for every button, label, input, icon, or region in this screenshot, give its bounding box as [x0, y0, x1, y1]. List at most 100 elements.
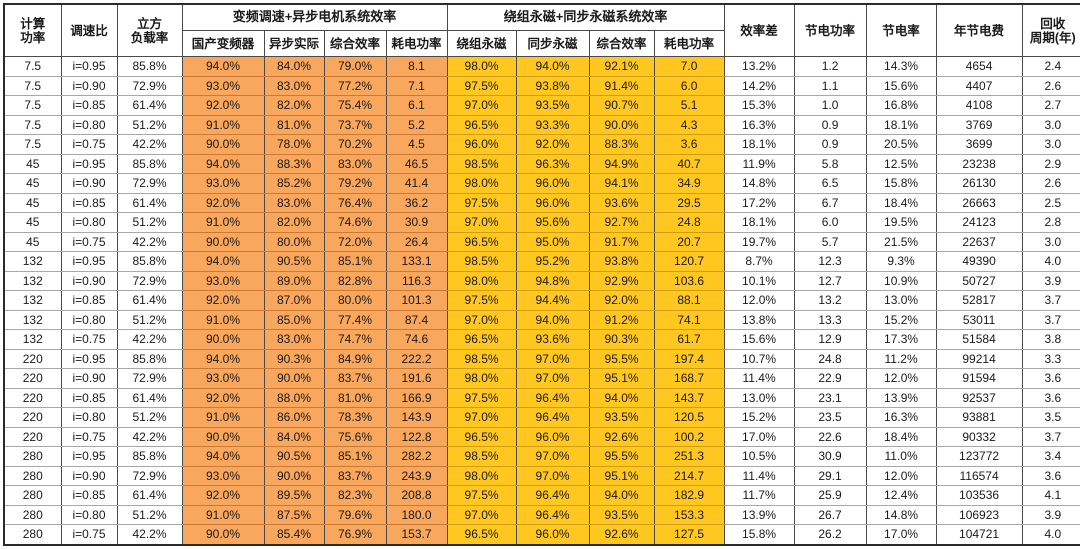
cell-combined-eff-pm: 92.6% [588, 524, 655, 545]
cell-power-consumption-vfd: 87.4 [385, 309, 448, 330]
cell-calc-power: 132 [3, 251, 62, 272]
cell-power-saving: 12.9 [793, 329, 867, 350]
cell-efficiency-diff: 8.7% [723, 251, 795, 272]
cell-speed-ratio: i=0.95 [60, 153, 118, 174]
cell-async-actual: 90.0% [263, 368, 325, 389]
cell-saving-rate: 9.3% [865, 251, 937, 272]
cell-saving-rate: 17.3% [865, 329, 937, 350]
cell-payback-period: 2.6 [1021, 173, 1080, 194]
cell-saving-rate: 16.3% [865, 407, 937, 428]
cell-wound-pm: 97.0% [446, 95, 517, 116]
cell-cubic-load-rate: 61.4% [116, 387, 183, 408]
cell-power-saving: 13.2 [793, 290, 867, 311]
cell-cubic-load-rate: 51.2% [116, 114, 183, 135]
cell-async-actual: 88.3% [263, 153, 325, 174]
cell-payback-period: 2.4 [1021, 56, 1080, 77]
cell-power-saving: 1.0 [793, 95, 867, 116]
cell-annual-saving: 99214 [935, 348, 1023, 369]
cell-async-actual: 89.0% [263, 270, 325, 291]
cell-annual-saving: 23238 [935, 153, 1023, 174]
cell-power-consumption-vfd: 166.9 [385, 387, 448, 408]
cell-speed-ratio: i=0.85 [60, 95, 118, 116]
cell-annual-saving: 24123 [935, 212, 1023, 233]
header-cubic-load-rate: 立方 负载率 [116, 3, 183, 57]
cell-wound-pm: 98.0% [446, 173, 517, 194]
cell-power-consumption-pm: 251.3 [653, 446, 725, 467]
cell-async-actual: 78.0% [263, 134, 325, 155]
cell-domestic-vfd: 90.0% [181, 134, 265, 155]
cell-power-consumption-vfd: 74.6 [385, 329, 448, 350]
header-speed-ratio: 调速比 [60, 3, 118, 57]
cell-domestic-vfd: 93.0% [181, 270, 265, 291]
header-combined-eff-pm: 综合效率 [588, 30, 655, 57]
cell-efficiency-diff: 10.1% [723, 270, 795, 291]
table-row: 280 i=0.75 42.2% 90.0% 85.4% 76.9% 153.7 96.5% 9… [3, 524, 1080, 545]
cell-efficiency-diff: 17.2% [723, 192, 795, 213]
header-group-wound-sync-pm-system: 绕组永磁+同步永磁系统效率 [446, 3, 725, 31]
cell-async-actual: 87.5% [263, 504, 325, 525]
cell-power-consumption-vfd: 6.1 [385, 95, 448, 116]
table-row: 132 i=0.80 51.2% 91.0% 85.0% 77.4% 87.4 97.0% 94… [3, 309, 1080, 330]
cell-wound-pm: 98.0% [446, 56, 517, 77]
cell-cubic-load-rate: 61.4% [116, 95, 183, 116]
cell-power-consumption-pm: 197.4 [653, 348, 725, 369]
cell-calc-power: 45 [3, 212, 62, 233]
cell-async-actual: 84.0% [263, 426, 325, 447]
cell-power-consumption-vfd: 30.9 [385, 212, 448, 233]
cell-wound-pm: 98.0% [446, 368, 517, 389]
cell-wound-pm: 98.5% [446, 153, 517, 174]
cell-payback-period: 3.6 [1021, 368, 1080, 389]
cell-saving-rate: 14.8% [865, 504, 937, 525]
cell-annual-saving: 91594 [935, 368, 1023, 389]
cell-saving-rate: 18.1% [865, 114, 937, 135]
cell-wound-pm: 98.5% [446, 348, 517, 369]
cell-speed-ratio: i=0.75 [60, 426, 118, 447]
cell-annual-saving: 3769 [935, 114, 1023, 135]
cell-speed-ratio: i=0.80 [60, 407, 118, 428]
cell-annual-saving: 49390 [935, 251, 1023, 272]
cell-sync-pm: 96.0% [515, 192, 590, 213]
cell-payback-period: 3.9 [1021, 504, 1080, 525]
cell-power-saving: 6.0 [793, 212, 867, 233]
cell-wound-pm: 97.5% [446, 290, 517, 311]
cell-combined-eff-vfd: 77.4% [323, 309, 387, 330]
cell-domestic-vfd: 92.0% [181, 95, 265, 116]
header-annual-saving: 年节电费 [935, 3, 1023, 57]
cell-power-consumption-vfd: 36.2 [385, 192, 448, 213]
cell-payback-period: 2.5 [1021, 192, 1080, 213]
cell-combined-eff-vfd: 72.0% [323, 231, 387, 252]
table-row: 220 i=0.95 85.8% 94.0% 90.3% 84.9% 222.2 98.5% 9… [3, 348, 1080, 369]
cell-speed-ratio: i=0.75 [60, 329, 118, 350]
cell-combined-eff-vfd: 85.1% [323, 251, 387, 272]
cell-speed-ratio: i=0.95 [60, 56, 118, 77]
cell-combined-eff-pm: 92.0% [588, 290, 655, 311]
header-calc-power: 计算 功率 [3, 3, 62, 57]
cell-power-consumption-vfd: 101.3 [385, 290, 448, 311]
cell-domestic-vfd: 92.0% [181, 387, 265, 408]
cell-power-saving: 26.2 [793, 524, 867, 545]
cell-annual-saving: 3699 [935, 134, 1023, 155]
cell-combined-eff-vfd: 79.6% [323, 504, 387, 525]
cell-sync-pm: 94.4% [515, 290, 590, 311]
cell-payback-period: 3.7 [1021, 426, 1080, 447]
cell-cubic-load-rate: 61.4% [116, 290, 183, 311]
cell-sync-pm: 96.0% [515, 426, 590, 447]
header-efficiency-diff: 效率差 [723, 3, 795, 57]
cell-domestic-vfd: 92.0% [181, 192, 265, 213]
cell-combined-eff-vfd: 80.0% [323, 290, 387, 311]
cell-sync-pm: 97.0% [515, 465, 590, 486]
cell-combined-eff-pm: 94.9% [588, 153, 655, 174]
table-row: 132 i=0.95 85.8% 94.0% 90.5% 85.1% 133.1 98.5% 9… [3, 251, 1080, 272]
cell-power-consumption-pm: 100.2 [653, 426, 725, 447]
cell-wound-pm: 96.5% [446, 524, 517, 545]
cell-payback-period: 3.4 [1021, 446, 1080, 467]
cell-efficiency-diff: 10.7% [723, 348, 795, 369]
cell-power-consumption-vfd: 243.9 [385, 465, 448, 486]
cell-payback-period: 2.8 [1021, 212, 1080, 233]
cell-power-consumption-pm: 6.0 [653, 75, 725, 96]
cell-wound-pm: 96.5% [446, 329, 517, 350]
table-row: 7.5 i=0.75 42.2% 90.0% 78.0% 70.2% 4.5 96.0% 92.… [3, 134, 1080, 155]
cell-calc-power: 220 [3, 407, 62, 428]
cell-domestic-vfd: 94.0% [181, 348, 265, 369]
cell-async-actual: 82.0% [263, 212, 325, 233]
